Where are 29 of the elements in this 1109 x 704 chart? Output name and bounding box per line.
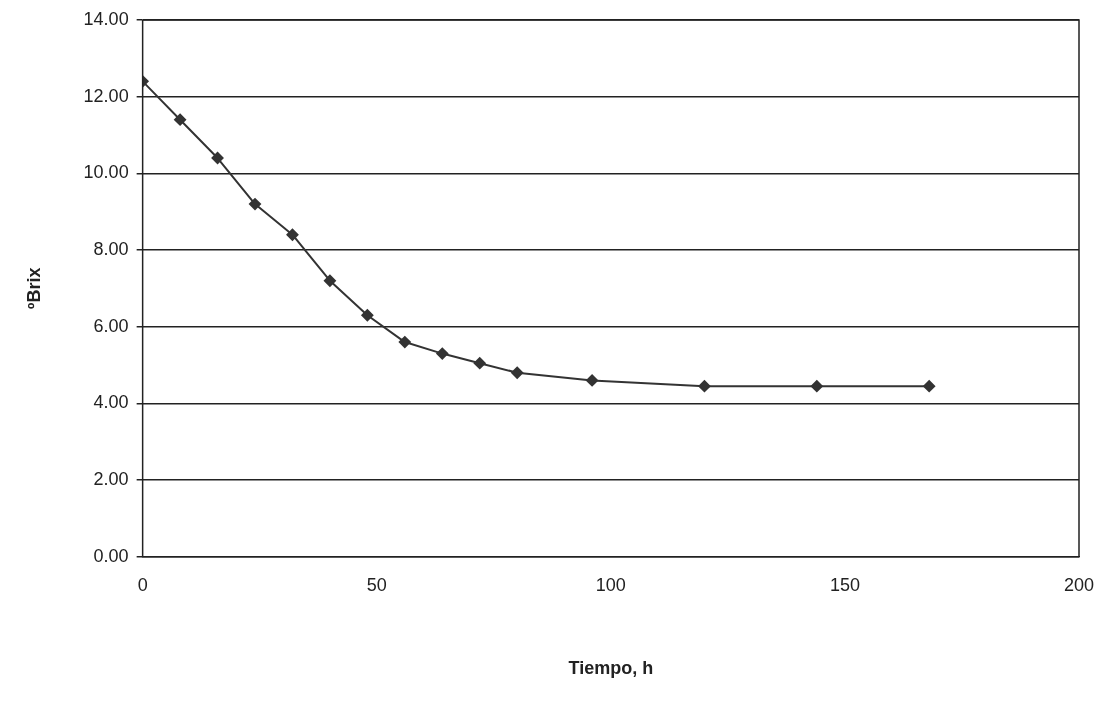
y-tick-label: 2.00 [93,469,129,490]
y-axis-title: ºBrix [23,267,44,310]
point [361,309,374,322]
y-tick-label: 12.00 [83,85,129,106]
point [174,113,187,126]
point [698,380,711,393]
x-tick-label: 50 [366,574,387,595]
point [398,336,411,349]
point [211,152,224,165]
x-tick-label: 100 [595,574,626,595]
y-tick-label: 0.00 [93,545,129,566]
point [249,198,262,211]
y-tick-label: 10.00 [83,162,129,183]
point [511,366,524,379]
y-tick-label: 6.00 [93,315,129,336]
y-tick-label: 4.00 [93,392,129,413]
point [436,347,449,360]
x-tick-label: 0 [137,574,148,595]
point [323,274,336,287]
x-tick-label: 150 [829,574,860,595]
x-tick-label: 200 [1063,574,1095,595]
y-tick-label: 14.00 [83,8,129,29]
point [810,380,823,393]
y-tick-label: 8.00 [93,239,129,260]
point [473,357,486,370]
point [286,228,299,241]
x-axis-title: Tiempo, h [568,658,654,679]
point [923,380,936,393]
point [586,374,599,387]
